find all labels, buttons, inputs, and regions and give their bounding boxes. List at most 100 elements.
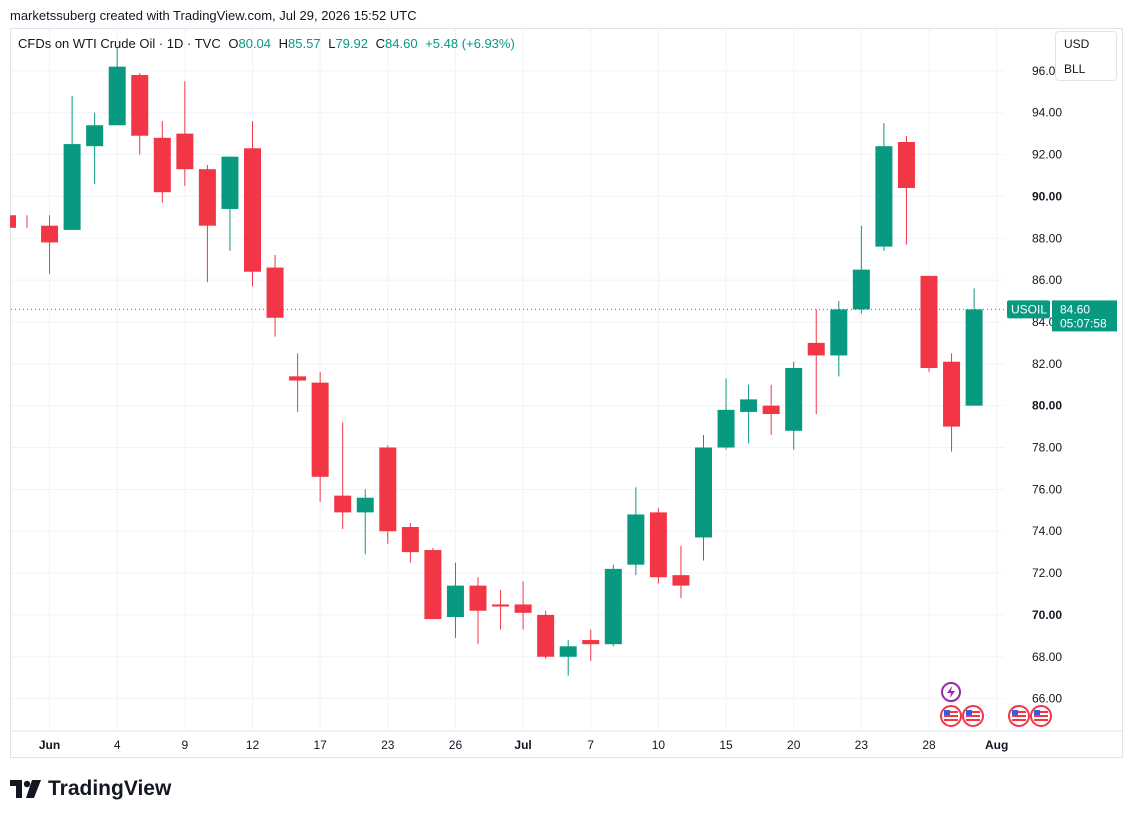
candle-body-down [10,215,16,228]
candle-body-up [86,125,104,147]
candle-body-down [334,495,352,513]
high-label: H [278,36,289,51]
y-tick-label: 78.00 [1032,441,1062,455]
y-tick-label: 94.00 [1032,106,1062,120]
candle-body-down [244,148,261,272]
candle-body-down [672,575,690,586]
y-tick-label: 92.00 [1032,148,1062,162]
x-tick-label: 20 [787,738,801,752]
tradingview-logo[interactable]: TradingView [10,777,171,801]
x-tick-label: 23 [381,738,395,752]
y-tick-label: 66.00 [1032,692,1062,706]
change-value: +5.48 (+6.93%) [425,36,515,51]
candle-body-up [356,497,374,513]
price-tag-price: 84.60 [1060,302,1090,316]
y-tick-label: 90.00 [1032,189,1062,203]
symbol-legend: CFDs on WTI Crude Oil · 1D · TVC O80.04 … [18,36,515,51]
candle-body-down [492,604,510,607]
candle-body-up [604,568,622,645]
symbol-tag-bg [1007,300,1050,319]
candle-body-down [311,382,329,477]
candle-body-down [649,512,667,578]
x-tick-label: 23 [855,738,869,752]
candle-body-down [266,267,284,318]
currency-unit-box[interactable]: USD BLL [1055,31,1117,81]
candle-body-up [740,399,758,412]
candle-body-up [695,447,712,538]
y-tick-label: 88.00 [1032,231,1062,245]
y-tick-label: 86.00 [1032,273,1062,287]
x-tick-label: 15 [719,738,733,752]
x-tick-label: 7 [587,738,594,752]
y-tick-label: 70.00 [1032,608,1062,622]
y-tick-label: 82.00 [1032,357,1062,371]
candle-body-down [582,640,600,645]
price-tag-countdown: 05:07:58 [1060,316,1107,330]
us-flag-icon[interactable] [940,705,962,727]
x-tick-label: 12 [246,738,260,752]
y-tick-label: 76.00 [1032,482,1062,496]
candle-body-down [762,405,780,415]
open-label: O [228,36,239,51]
close-value: 84.60 [385,36,418,51]
low-label: L [328,36,336,51]
x-tick-label: Jul [514,738,531,752]
x-tick-label: 4 [114,738,121,752]
x-tick-label: 17 [313,738,327,752]
lightning-icon[interactable] [941,682,961,702]
us-flag-icon[interactable] [1008,705,1030,727]
candle-body-up [830,309,848,356]
x-tick-label: Aug [985,738,1008,752]
y-tick-label: 72.00 [1032,566,1062,580]
y-tick-label: 68.00 [1032,650,1062,664]
unit-label[interactable]: BLL [1064,62,1086,76]
candle-body-down [401,527,419,553]
y-tick-label: 74.00 [1032,524,1062,538]
candle-body-down [176,133,194,170]
candle-body-down [920,275,938,368]
candle-body-up [108,66,126,126]
chart-credit: marketssuberg created with TradingView.c… [10,8,417,23]
us-flag-icon[interactable] [962,705,984,727]
high-value: 85.57 [288,36,321,51]
candle-body-up [446,585,464,618]
candle-body-down [807,342,825,356]
candle-body-up [559,646,577,657]
candle-body-up [965,309,983,406]
candle-body-up [852,269,870,310]
candle-body-down [514,604,532,613]
candle-body-down [153,137,171,193]
candle-body-down [289,376,307,381]
x-tick-label: 9 [182,738,189,752]
us-flag-icon[interactable] [1030,705,1052,727]
candle-body-down [537,614,555,657]
currency-label[interactable]: USD [1064,37,1090,51]
x-tick-label: 26 [449,738,463,752]
candle-body-up [627,514,645,565]
y-tick-label: 80.00 [1032,399,1062,413]
candle-body-up [785,367,803,431]
tradingview-logo-icon [10,780,41,798]
chart-frame[interactable] [10,28,1123,758]
close-label: C [375,36,386,51]
open-value: 80.04 [238,36,272,51]
candle-body-up [717,409,735,448]
y-tick-label: 96.00 [1032,64,1062,78]
candle-body-down [379,447,397,532]
candle-body-down [131,75,149,136]
symbol-name[interactable]: CFDs on WTI Crude Oil · 1D · TVC [18,36,221,51]
candle-body-down [943,361,961,427]
candle-body-up [221,156,239,209]
candle-body-up [63,144,81,230]
x-tick-label: 10 [652,738,666,752]
x-tick-label: Jun [39,738,60,752]
low-value: 79.92 [335,36,368,51]
brand-name: TradingView [48,777,172,800]
candle-body-down [469,585,487,611]
candle-body-down [897,141,915,189]
price-tag-bg [1052,300,1117,332]
candle-body-down [424,550,442,620]
candle-body-up [875,146,893,247]
